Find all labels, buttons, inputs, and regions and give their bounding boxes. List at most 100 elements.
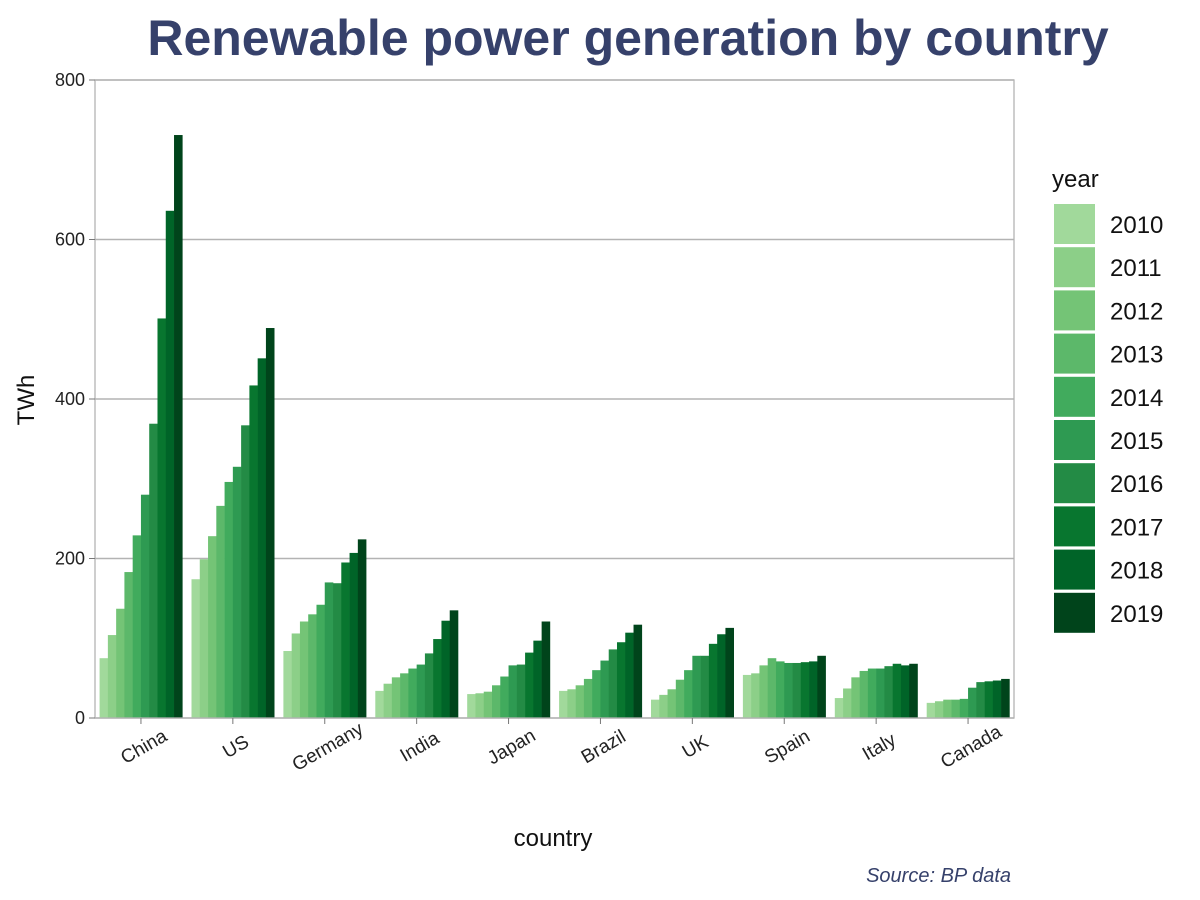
legend: year 2010 2011 2012 2013 2014 2015 2016 2017 201… [1052, 166, 1163, 633]
bar-china-2018 [165, 210, 175, 719]
x-tick-label-canada: Canada [937, 721, 1006, 773]
bar-italy-2017 [892, 663, 902, 718]
x-tick-label-india: India [397, 728, 444, 767]
bar-japan-2014 [500, 676, 509, 718]
bar-uk-2012 [667, 689, 677, 718]
y-axis-label: TWh [13, 375, 40, 426]
bar-brazil-2014 [592, 670, 601, 718]
bar-germany-2017 [341, 562, 350, 718]
bar-japan-2010 [467, 694, 476, 718]
bar-china-2019 [174, 135, 183, 718]
bar-italy-2010 [834, 698, 844, 718]
bar-italy-2012 [851, 677, 860, 718]
x-tick-label-germany: Germany [289, 718, 368, 776]
bar-spain-2013 [767, 658, 777, 718]
bar-canada-2011 [934, 701, 944, 718]
bar-spain-2011 [751, 673, 760, 718]
x-tick-label-us: US [219, 732, 252, 763]
bar-brazil-2017 [616, 642, 626, 718]
legend-swatch-2014 [1054, 376, 1095, 417]
bar-india-2015 [416, 664, 426, 718]
bar-india-2013 [400, 673, 409, 718]
chart-title: Renewable power generation by country [147, 10, 1108, 66]
bar-italy-2015 [876, 668, 885, 718]
legend-swatch-2015 [1054, 420, 1095, 460]
bar-italy-2018 [900, 665, 910, 718]
bar-india-2018 [441, 620, 451, 718]
legend-swatch-2018 [1054, 549, 1095, 590]
bar-india-2011 [383, 683, 393, 718]
bar-italy-2011 [843, 688, 852, 718]
bar-china-2010 [99, 658, 109, 718]
legend-label-2017: 2017 [1110, 514, 1163, 541]
bar-uk-2017 [708, 643, 718, 718]
bar-japan-2016 [516, 664, 526, 718]
legend-swatch-2012 [1054, 290, 1095, 331]
bar-japan-2019 [541, 621, 551, 718]
bar-italy-2016 [884, 666, 893, 718]
legend-swatch-2016 [1054, 463, 1095, 504]
bar-india-2019 [449, 610, 459, 718]
bar-china-2011 [107, 635, 117, 718]
bar-brazil-2018 [625, 632, 634, 718]
bar-germany-2011 [291, 633, 301, 718]
legend-swatch-2011 [1054, 247, 1095, 288]
bar-india-2016 [424, 653, 434, 718]
bar-italy-2013 [859, 670, 869, 718]
bar-germany-2019 [357, 539, 367, 718]
bar-us-2016 [241, 425, 250, 718]
x-tick-label-japan: Japan [484, 725, 539, 769]
bar-spain-2019 [817, 655, 826, 718]
bar-china-2016 [149, 423, 158, 718]
bar-germany-2014 [316, 604, 326, 718]
bar-india-2017 [433, 639, 442, 718]
bar-uk-2019 [725, 627, 734, 718]
bar-brazil-2013 [583, 678, 593, 718]
bar-germany-2015 [324, 582, 334, 718]
y-tick-label: 0 [75, 708, 85, 728]
bar-germany-2012 [299, 621, 309, 718]
legend-label-2012: 2012 [1110, 298, 1163, 325]
legend-label-2019: 2019 [1110, 601, 1163, 628]
bar-uk-2013 [675, 679, 685, 718]
bar-germany-2013 [308, 614, 317, 718]
bar-china-2014 [132, 535, 142, 718]
bar-spain-2018 [809, 661, 818, 718]
bar-canada-2013 [951, 699, 961, 718]
bar-uk-2018 [717, 634, 726, 718]
bar-japan-2017 [525, 652, 534, 718]
bar-italy-2019 [909, 663, 918, 718]
bar-brazil-2019 [633, 624, 643, 718]
y-tick-label: 400 [55, 389, 85, 409]
bar-china-2015 [140, 494, 150, 718]
bar-uk-2016 [700, 655, 710, 718]
bar-brazil-2010 [559, 690, 568, 718]
source-note: Source: BP data [866, 865, 1011, 887]
bar-spain-2010 [742, 674, 752, 718]
bar-us-2010 [191, 579, 201, 718]
legend-swatch-2010 [1054, 204, 1095, 244]
legend-label-2010: 2010 [1110, 212, 1163, 239]
bar-us-2012 [208, 536, 217, 718]
x-tick-label-spain: Spain [761, 726, 814, 768]
legend-label-2011: 2011 [1110, 255, 1162, 282]
bar-canada-2017 [984, 681, 994, 718]
bar-india-2010 [375, 690, 384, 718]
bar-us-2014 [224, 481, 234, 718]
bar-italy-2014 [867, 668, 877, 718]
legend-label-2013: 2013 [1110, 342, 1163, 369]
bar-uk-2014 [684, 670, 693, 718]
bar-canada-2018 [992, 680, 1002, 718]
bar-uk-2011 [659, 694, 668, 718]
bar-us-2018 [257, 358, 267, 718]
bar-india-2012 [391, 677, 401, 718]
y-tick-label: 200 [55, 549, 85, 569]
bar-germany-2010 [283, 651, 292, 718]
bar-japan-2011 [475, 693, 485, 718]
bar-spain-2016 [792, 662, 802, 718]
y-axis-ticks: 0 200 400 600 800 [55, 70, 95, 728]
bar-uk-2015 [692, 655, 701, 718]
legend-label-2018: 2018 [1110, 558, 1163, 585]
bar-canada-2015 [968, 687, 977, 718]
